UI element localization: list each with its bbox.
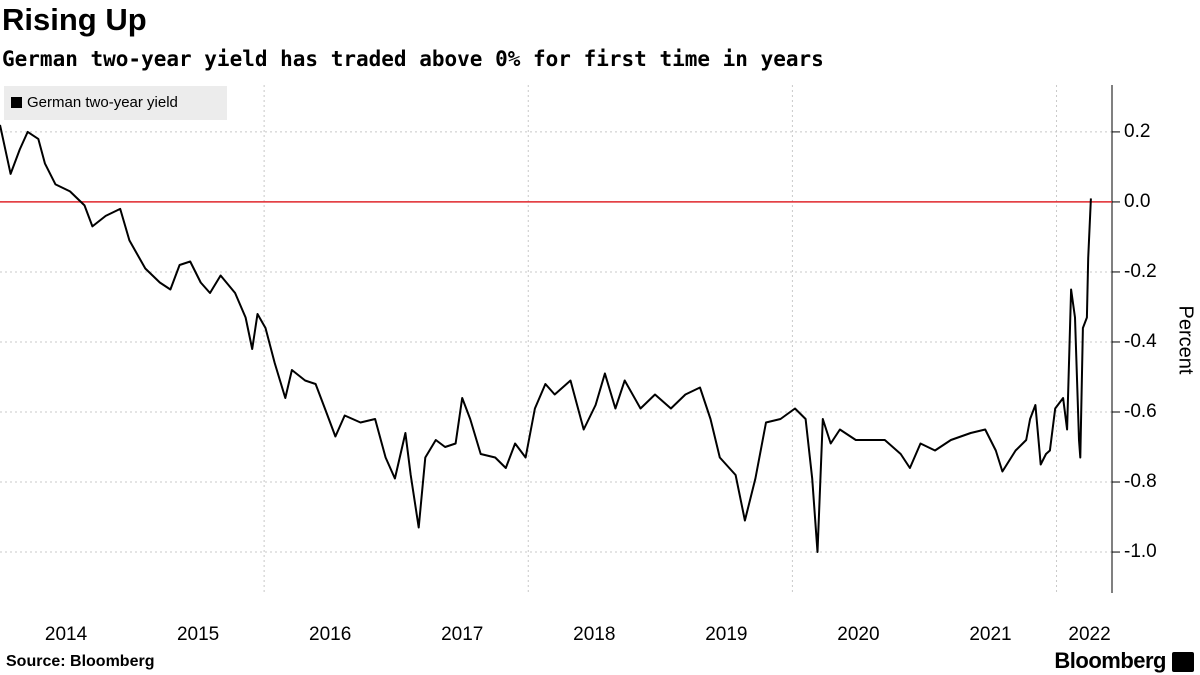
x-tick-label: 2016: [309, 624, 351, 645]
y-tick-label: -0.6: [1124, 401, 1157, 422]
x-tick-label: 2018: [573, 624, 615, 645]
y-tick-label: 0.0: [1124, 191, 1150, 212]
brand-icon: [1172, 652, 1194, 672]
x-tick-label: 2021: [969, 624, 1011, 645]
y-tick-label: -1.0: [1124, 541, 1157, 562]
legend-label: German two-year yield: [27, 94, 178, 111]
x-tick-label: 2014: [45, 624, 88, 645]
x-tick-label: 2020: [837, 624, 879, 645]
x-tick-label: 2022: [1068, 624, 1110, 645]
y-tick-label: 0.2: [1124, 121, 1150, 142]
legend-swatch: [11, 97, 22, 108]
source: Source: Bloomberg: [6, 653, 154, 670]
y-tick-label: -0.8: [1124, 471, 1157, 492]
brand: Bloomberg: [1054, 648, 1166, 673]
y-tick-label: -0.4: [1124, 331, 1157, 352]
x-tick-label: 2017: [441, 624, 483, 645]
y-tick-label: -0.2: [1124, 261, 1157, 282]
x-tick-label: 2015: [177, 624, 219, 645]
y-axis-label: Percent: [1175, 306, 1197, 375]
line: [0, 124, 1092, 553]
chart-title: Rising Up: [2, 2, 147, 37]
chart-subtitle: German two-year yield has traded above 0…: [2, 47, 824, 71]
legend-box: [4, 86, 227, 120]
x-tick-label: 2019: [705, 624, 747, 645]
